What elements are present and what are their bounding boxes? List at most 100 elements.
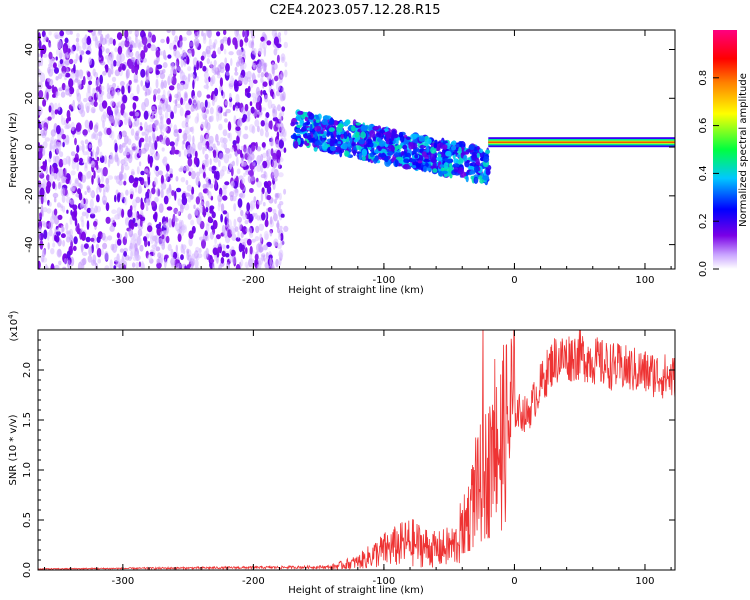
- noise-blob: [224, 181, 230, 186]
- noise-blob: [186, 184, 192, 192]
- noise-blob: [99, 36, 103, 45]
- noise-blob: [147, 30, 151, 38]
- noise-blob: [181, 196, 188, 206]
- noise-blob: [40, 57, 44, 67]
- noise-blob: [238, 74, 244, 84]
- snr-xtick-label: 0: [511, 576, 517, 587]
- noise-blob: [275, 258, 279, 268]
- noise-blob: [200, 201, 204, 206]
- noise-blob: [101, 100, 108, 109]
- noise-blob: [168, 73, 173, 83]
- noise-blob: [86, 36, 92, 46]
- noise-blob: [76, 122, 82, 132]
- noise-blob: [38, 111, 41, 116]
- signal-blob: [441, 170, 448, 175]
- noise-blob: [273, 93, 276, 99]
- noise-blob: [96, 175, 101, 184]
- noise-blob: [134, 222, 138, 227]
- noise-blob: [97, 258, 102, 264]
- noise-blob: [151, 111, 155, 117]
- noise-blob: [56, 228, 61, 233]
- signal-blob: [360, 131, 366, 139]
- noise-blob: [273, 36, 279, 46]
- noise-blob: [278, 112, 283, 123]
- noise-blob: [188, 171, 192, 177]
- signal-blob: [429, 158, 437, 163]
- colorbar-tick-label: 0.8: [698, 70, 709, 86]
- noise-blob: [59, 151, 64, 158]
- noise-blob: [102, 70, 107, 76]
- noise-blob: [223, 30, 227, 36]
- noise-blob: [119, 248, 124, 253]
- signal-blob: [403, 158, 410, 163]
- noise-blob: [153, 176, 158, 186]
- noise-blob: [185, 192, 191, 197]
- noise-blob: [59, 30, 65, 37]
- noise-blob: [154, 196, 159, 203]
- noise-blob: [217, 202, 221, 212]
- signal-blob: [439, 164, 445, 168]
- noise-blob: [148, 135, 152, 143]
- spectrogram-xtick-label: 100: [635, 275, 654, 286]
- noise-blob: [185, 179, 189, 186]
- noise-blob: [96, 194, 100, 203]
- noise-blob: [272, 158, 278, 169]
- noise-blob: [105, 216, 111, 224]
- signal-blob: [414, 154, 419, 159]
- noise-blob: [128, 175, 135, 184]
- noise-blob: [220, 213, 224, 223]
- noise-blob: [105, 202, 110, 212]
- noise-blob: [212, 150, 217, 158]
- noise-blob: [98, 48, 103, 58]
- noise-blob: [65, 88, 71, 96]
- signal-blob: [336, 134, 341, 140]
- signal-blob: [421, 151, 427, 157]
- noise-blob: [131, 57, 136, 63]
- noise-blob: [220, 257, 225, 264]
- noise-blob: [168, 85, 175, 91]
- noise-blob: [154, 140, 158, 151]
- noise-blob: [202, 183, 207, 189]
- noise-blob: [209, 209, 214, 214]
- noise-blob: [134, 211, 138, 220]
- noise-blob: [258, 223, 265, 231]
- noise-blob: [141, 131, 146, 136]
- noise-blob: [218, 152, 224, 161]
- noise-blob: [116, 53, 122, 63]
- noise-blob: [195, 171, 201, 177]
- noise-blob: [92, 254, 97, 264]
- noise-blob: [192, 135, 195, 145]
- noise-blob: [61, 173, 66, 184]
- noise-blob: [276, 104, 281, 112]
- signal-blob: [344, 119, 351, 125]
- noise-blob: [283, 225, 289, 232]
- noise-blob: [116, 112, 122, 117]
- noise-blob: [87, 255, 93, 263]
- spectrogram-xtick-label: -200: [242, 275, 265, 286]
- noise-blob: [252, 161, 256, 167]
- noise-blob: [48, 228, 53, 237]
- noise-blob: [201, 30, 204, 37]
- noise-blob: [187, 49, 192, 58]
- noise-blob: [89, 207, 96, 215]
- noise-blob: [130, 168, 135, 176]
- noise-blob: [53, 197, 57, 203]
- noise-blob: [177, 233, 182, 243]
- noise-blob: [117, 213, 121, 220]
- noise-blob: [138, 184, 142, 194]
- noise-blob: [38, 81, 43, 90]
- noise-blob: [156, 262, 162, 269]
- noise-blob: [246, 202, 251, 212]
- noise-blob: [153, 88, 158, 96]
- noise-blob: [184, 265, 187, 269]
- noise-blob: [263, 230, 269, 241]
- noise-blob: [140, 68, 146, 78]
- noise-blob: [93, 124, 99, 133]
- noise-blob: [256, 125, 260, 133]
- noise-blob: [155, 50, 160, 58]
- noise-blob: [147, 170, 151, 178]
- noise-blob: [272, 208, 277, 215]
- noise-blob: [161, 147, 165, 152]
- noise-blob: [160, 38, 166, 44]
- noise-blob: [214, 179, 218, 189]
